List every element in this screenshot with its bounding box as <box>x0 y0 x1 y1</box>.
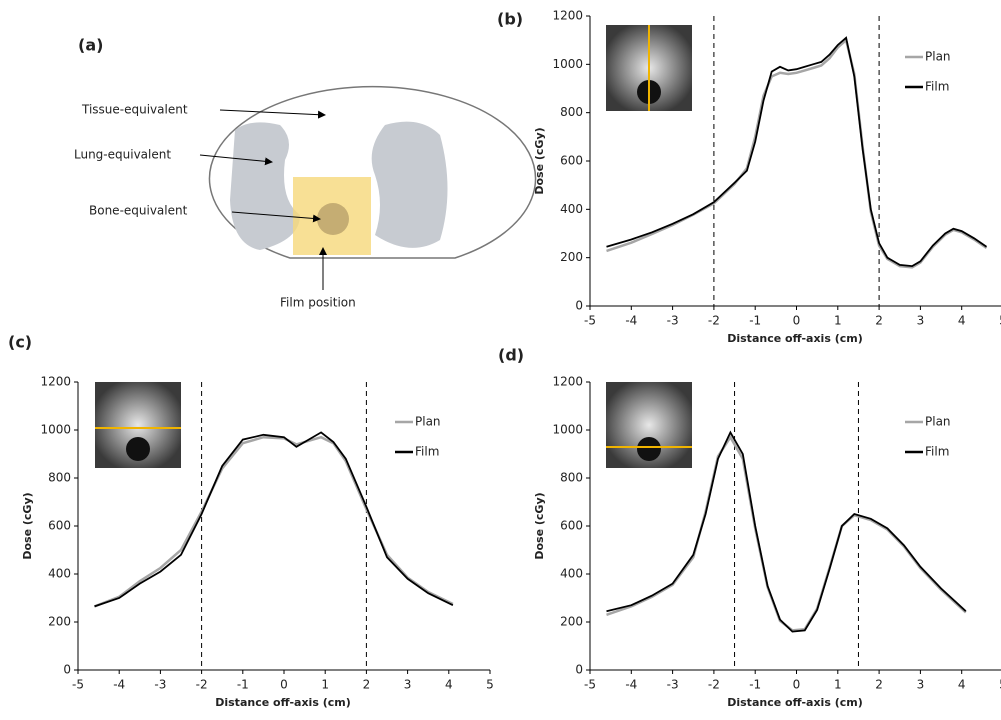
legend-label: Plan <box>925 50 951 64</box>
y-axis-label: Dose (cGy) <box>533 492 546 559</box>
annotation: Film position <box>280 296 356 310</box>
x-tick-label: -1 <box>749 678 761 692</box>
arrow <box>219 109 326 119</box>
x-axis-label: Distance off-axis (cm) <box>727 696 863 709</box>
y-tick-label: 1200 <box>40 375 71 389</box>
y-tick-label: 1000 <box>40 423 71 437</box>
data-line <box>606 430 967 633</box>
y-tick-label: 400 <box>560 202 583 216</box>
y-tick-label: 600 <box>560 519 583 533</box>
x-tick-label: 3 <box>917 314 925 328</box>
x-tick-label: -1 <box>237 678 249 692</box>
panel-label: (b) <box>497 10 523 29</box>
y-tick-label: 600 <box>560 154 583 168</box>
y-axis-label: Dose (cGy) <box>21 492 34 559</box>
x-axis-label: Distance off-axis (cm) <box>215 696 351 709</box>
x-tick-label: 0 <box>280 678 288 692</box>
y-tick-label: 0 <box>575 299 583 313</box>
y-tick-label: 1000 <box>552 423 583 437</box>
y-tick-label: 1200 <box>552 9 583 23</box>
y-tick-label: 1200 <box>552 375 583 389</box>
x-tick-label: 4 <box>445 678 453 692</box>
lung-left <box>230 122 300 250</box>
arrow <box>231 211 321 223</box>
legend-label: Film <box>415 445 439 459</box>
x-tick-label: -4 <box>625 314 637 328</box>
arrow <box>199 154 273 166</box>
x-tick-label: -5 <box>72 678 84 692</box>
x-tick-label: 5 <box>486 678 494 692</box>
x-tick-label: -3 <box>154 678 166 692</box>
panel-label: (c) <box>8 333 32 352</box>
x-tick-label: 1 <box>321 678 329 692</box>
x-tick-label: 1 <box>834 314 842 328</box>
x-tick-label: 3 <box>917 678 925 692</box>
x-tick-label: 4 <box>958 314 966 328</box>
y-axis-label: Dose (cGy) <box>533 127 546 194</box>
x-tick-label: -2 <box>708 314 720 328</box>
x-tick-label: 4 <box>958 678 966 692</box>
x-tick-label: -4 <box>113 678 125 692</box>
x-tick-label: 0 <box>793 678 801 692</box>
x-tick-label: 0 <box>793 314 801 328</box>
x-tick-label: -2 <box>708 678 720 692</box>
y-tick-label: 800 <box>560 105 583 119</box>
legend-label: Plan <box>415 415 441 429</box>
x-tick-label: -3 <box>667 678 679 692</box>
x-tick-label: -4 <box>625 678 637 692</box>
x-tick-label: -5 <box>584 678 596 692</box>
y-tick-label: 600 <box>48 519 71 533</box>
y-tick-label: 200 <box>48 615 71 629</box>
annotation: Bone-equivalent <box>89 204 188 218</box>
diagram: (a) Tissue-equivalent Lung-equivalent Bo… <box>74 36 537 310</box>
y-tick-label: 1000 <box>552 57 583 71</box>
y-tick-label: 200 <box>560 615 583 629</box>
inset-shadow <box>126 437 150 461</box>
panel-label: (d) <box>498 346 524 365</box>
x-tick-label: 2 <box>875 314 883 328</box>
x-tick-label: -2 <box>196 678 208 692</box>
data-line <box>606 36 988 268</box>
legend-label: Film <box>925 445 949 459</box>
y-tick-label: 400 <box>48 567 71 581</box>
x-tick-label: 5 <box>999 314 1001 328</box>
legend-label: Film <box>925 80 949 94</box>
inset-shadow <box>637 437 661 461</box>
y-tick-label: 400 <box>560 567 583 581</box>
x-tick-label: 3 <box>404 678 412 692</box>
x-tick-label: 2 <box>363 678 371 692</box>
y-tick-label: 800 <box>48 471 71 485</box>
annotation: Tissue-equivalent <box>81 103 188 117</box>
x-tick-label: 5 <box>999 678 1001 692</box>
y-tick-label: 200 <box>560 250 583 264</box>
y-tick-label: 800 <box>560 471 583 485</box>
x-tick-label: -5 <box>584 314 596 328</box>
legend-label: Plan <box>925 415 951 429</box>
x-tick-label: -1 <box>749 314 761 328</box>
lung-right <box>371 121 448 248</box>
panel-label: (a) <box>78 36 103 55</box>
x-tick-label: 2 <box>875 678 883 692</box>
x-axis-label: Distance off-axis (cm) <box>727 332 863 345</box>
data-line <box>94 431 454 608</box>
annotation: Lung-equivalent <box>74 148 171 162</box>
y-tick-label: 0 <box>575 663 583 677</box>
x-tick-label: 1 <box>834 678 842 692</box>
x-tick-label: -3 <box>667 314 679 328</box>
y-tick-label: 0 <box>63 663 71 677</box>
bone <box>317 203 349 235</box>
